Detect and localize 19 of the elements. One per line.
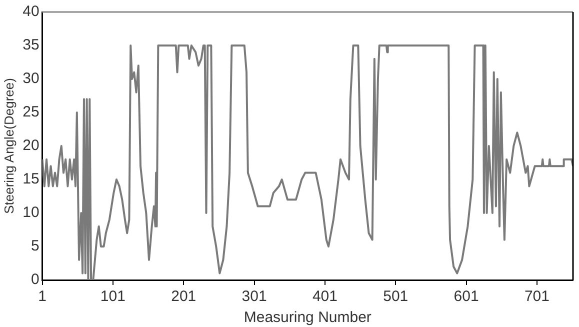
y-tick-label: 35 (22, 36, 40, 54)
x-axis-title: Measuring Number (244, 309, 372, 326)
y-tick-label: 10 (22, 204, 40, 222)
x-tick-label: 301 (242, 288, 267, 306)
y-axis-title: Steering Angle(Degree) (1, 78, 16, 214)
y-tick-label: 15 (22, 170, 40, 188)
y-tick-label: 0 (30, 271, 40, 288)
y-tick-label: 30 (22, 70, 40, 88)
y-tick-label: 5 (30, 238, 40, 255)
x-tick-label: 401 (312, 288, 338, 306)
y-tick-label: 25 (22, 104, 40, 121)
x-tick-label: 101 (100, 288, 126, 306)
x-tick-label: 601 (454, 288, 479, 306)
x-tick-label: 1 (38, 288, 46, 306)
x-tick-label: 501 (383, 288, 408, 306)
y-tick-label: 20 (22, 137, 40, 154)
x-tick-label: 201 (171, 288, 196, 306)
x-tick-label: 701 (524, 288, 550, 306)
y-tick-label: 40 (22, 3, 40, 20)
